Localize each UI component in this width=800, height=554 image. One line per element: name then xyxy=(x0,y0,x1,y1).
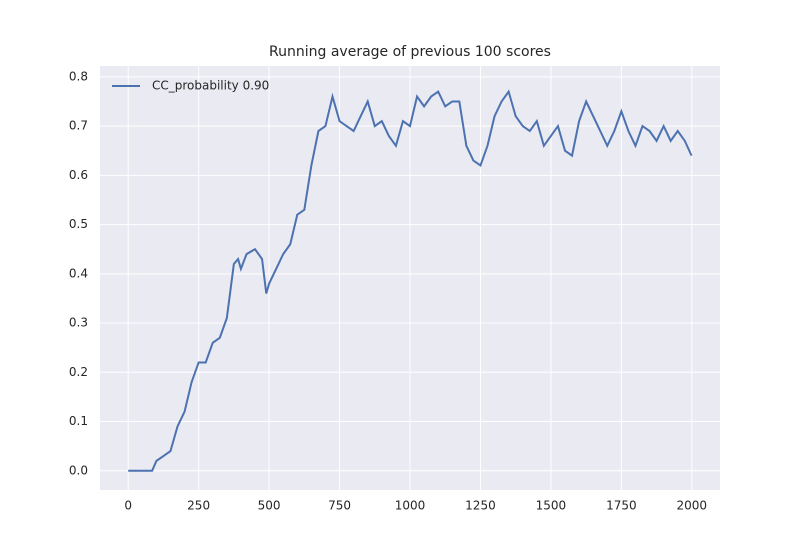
x-tick-label: 1250 xyxy=(465,499,496,513)
x-tick-label: 1750 xyxy=(606,499,637,513)
y-tick-label: 0.3 xyxy=(69,316,88,330)
legend-label: CC_probability 0.90 xyxy=(152,79,269,93)
x-tick-label: 250 xyxy=(187,499,210,513)
y-tick-label: 0.8 xyxy=(69,69,88,83)
y-tick-label: 0.4 xyxy=(69,266,88,280)
x-tick-label: 500 xyxy=(258,499,281,513)
x-tick-label: 1000 xyxy=(395,499,426,513)
y-tick-label: 0.5 xyxy=(69,217,88,231)
y-tick-label: 0.1 xyxy=(69,414,88,428)
y-tick-label: 0.7 xyxy=(69,119,88,133)
chart-title: Running average of previous 100 scores xyxy=(269,44,551,60)
y-tick-label: 0.6 xyxy=(69,168,88,182)
y-tick-label: 0.2 xyxy=(69,365,88,379)
x-tick-label: 2000 xyxy=(677,499,708,513)
data-line xyxy=(128,89,693,472)
x-tick-label: 750 xyxy=(328,499,351,513)
y-tick-label: 0.0 xyxy=(69,463,88,477)
x-tick-label: 0 xyxy=(124,499,132,513)
x-tick-label: 1500 xyxy=(536,499,567,513)
